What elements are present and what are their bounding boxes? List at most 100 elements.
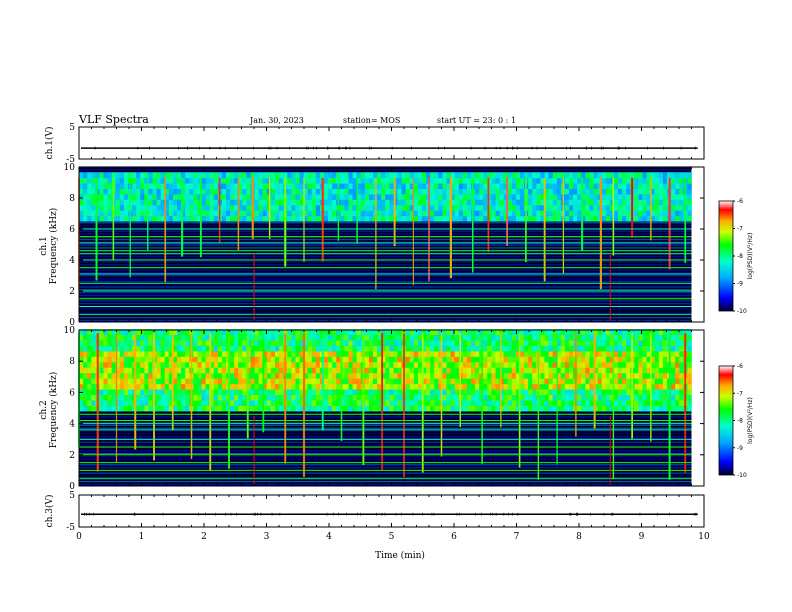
emission-cell <box>160 356 166 363</box>
emission-cell <box>446 204 451 211</box>
emission-cell <box>201 177 206 184</box>
emission-cell <box>172 367 178 374</box>
emission-cell <box>270 378 276 385</box>
emission-cell <box>626 199 631 206</box>
emission-cell <box>291 188 296 195</box>
emission-cell <box>577 405 582 412</box>
emission-cell <box>548 351 553 357</box>
emission-cell <box>658 394 664 401</box>
emission-cell <box>279 367 284 374</box>
emission-cell <box>585 340 590 346</box>
emission-cell <box>556 199 562 206</box>
emission-cell <box>466 361 472 368</box>
emission-cell <box>99 210 104 217</box>
emission-cell <box>79 405 84 412</box>
emission-cell <box>250 351 255 357</box>
emission-cell <box>123 378 129 385</box>
emission-cell <box>360 188 366 195</box>
emission-cell <box>426 372 431 379</box>
emission-cell <box>520 210 525 217</box>
emission-cell <box>262 378 268 385</box>
emission-cell <box>168 199 174 206</box>
emission-cell <box>634 361 639 368</box>
emission-cell <box>279 177 284 184</box>
emission-cell <box>450 199 455 206</box>
emission-cell <box>503 361 509 368</box>
emission-cell <box>520 361 525 368</box>
emission-cell <box>185 389 190 396</box>
emission-cell <box>409 372 415 379</box>
emission-cell <box>446 378 451 385</box>
emission-cell <box>213 199 219 206</box>
emission-cell <box>560 361 566 368</box>
emission-cell <box>605 389 611 396</box>
emission-cell <box>438 329 443 335</box>
emission-cell <box>156 188 161 195</box>
emission-cell <box>221 188 227 195</box>
emission-cell <box>618 383 623 390</box>
emission-cell <box>254 334 259 341</box>
emission-cell <box>503 194 509 200</box>
emission-cell <box>556 334 562 341</box>
noise-stripe <box>79 264 692 266</box>
emission-cell <box>360 215 366 222</box>
emission-cell <box>446 383 451 390</box>
emission-cell <box>422 405 427 412</box>
emission-cell <box>507 210 513 217</box>
emission-cell <box>487 199 492 206</box>
emission-cell <box>597 188 602 195</box>
emission-cell <box>548 194 553 200</box>
emission-cell <box>581 340 586 346</box>
emission-cell <box>471 345 476 352</box>
emission-cell <box>658 177 664 184</box>
emission-cell <box>238 172 243 179</box>
emission-cell <box>487 372 492 379</box>
emission-cell <box>515 367 521 374</box>
emission-cell <box>287 356 292 363</box>
emission-cell <box>618 361 623 368</box>
emission-cell <box>409 188 415 195</box>
emission-cell <box>442 215 447 222</box>
emission-cell <box>364 367 370 374</box>
emission-cell <box>552 356 558 363</box>
emission-cell <box>368 378 374 385</box>
emission-cell <box>156 378 161 385</box>
emission-cell <box>466 177 472 184</box>
emission-cell <box>634 329 639 335</box>
emission-cell <box>270 334 276 341</box>
emission-cell <box>442 405 447 412</box>
emission-cell <box>654 194 660 200</box>
emission-cell <box>177 329 182 335</box>
emission-cell <box>344 194 349 200</box>
emission-cell <box>201 383 206 390</box>
emission-cell <box>401 215 406 222</box>
emission-cell <box>658 172 664 179</box>
emission-cell <box>475 372 480 379</box>
ch2-spec-ylabel-top: ch.2 <box>39 400 49 419</box>
emission-cell <box>442 210 447 217</box>
emission-cell <box>123 329 129 335</box>
emission-cell <box>242 188 247 195</box>
emission-cell <box>115 215 121 222</box>
emission-cell <box>315 215 321 222</box>
emission-cell <box>279 199 284 206</box>
emission-cell <box>389 334 394 341</box>
emission-cell <box>156 351 161 357</box>
emission-cell <box>515 334 521 341</box>
emission-cell <box>254 183 259 189</box>
emission-cell <box>221 367 227 374</box>
emission-cell <box>303 378 308 385</box>
emission-cell <box>417 400 423 406</box>
emission-cell <box>454 405 460 412</box>
emission-cell <box>140 356 145 363</box>
emission-cell <box>332 394 337 401</box>
emission-cell <box>442 367 447 374</box>
emission-cell <box>332 340 337 346</box>
emission-cell <box>172 383 178 390</box>
emission-cell <box>352 172 357 179</box>
emission-cell <box>671 356 676 363</box>
emission-cell <box>438 356 443 363</box>
emission-cell <box>426 405 431 412</box>
emission-cell <box>577 210 582 217</box>
emission-cell <box>307 361 313 368</box>
